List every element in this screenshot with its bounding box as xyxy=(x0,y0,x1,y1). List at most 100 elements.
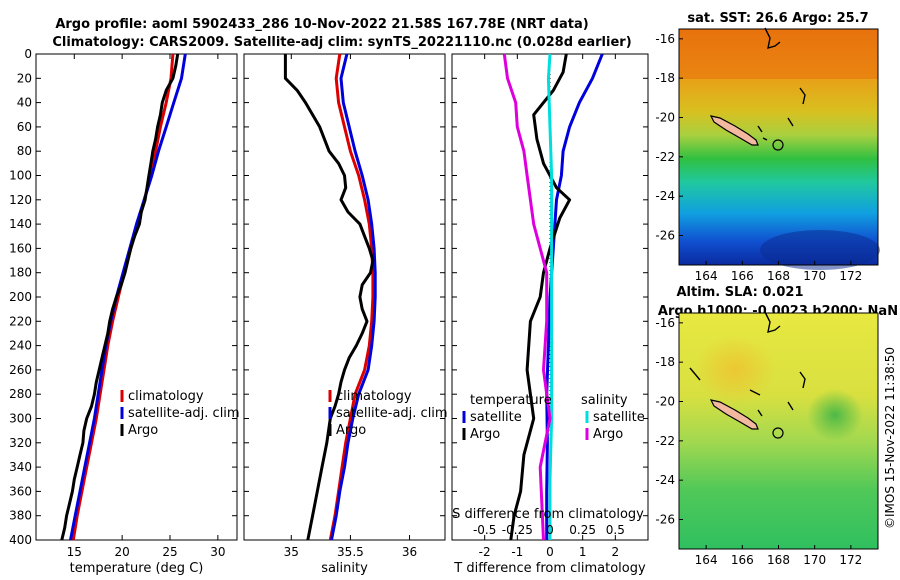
sla-map-yellow-patch xyxy=(695,335,775,405)
temperature-profile-xtick-label: 30 xyxy=(210,545,225,559)
sla-map-xtick-label: 168 xyxy=(767,553,790,567)
salinity-panel: 35 35.5 36 salinity climatology satellite-adj… xyxy=(243,53,448,576)
title-line2: Climatology: CARS2009. Satellite-adj cli… xyxy=(52,35,631,50)
sla-map-new-caledonia xyxy=(709,399,759,430)
sla-map-ytick-label: -20 xyxy=(655,395,675,409)
depth-tick-label: 240 xyxy=(9,339,32,353)
salinity-profile-xtick-label: 35 xyxy=(284,545,299,559)
sst-map-ytick-label: -20 xyxy=(655,111,675,125)
temperature-panel: 15 20 25 30 temperature (deg C) 0 20 40 60 80 100 1… xyxy=(9,47,240,576)
difference-legend-label: Argo xyxy=(470,427,500,442)
difference-profile-xlabel: T difference from climatology xyxy=(453,561,646,576)
depth-tick-label: 40 xyxy=(17,96,32,110)
sla-map-ytick-label: -26 xyxy=(655,513,675,527)
sst-map-xtick-label: 172 xyxy=(839,269,862,283)
salinity-difference-tick-label: -0.5 xyxy=(473,523,496,537)
difference-profile-xtick-label: 0 xyxy=(546,545,554,559)
depth-tick-label: 260 xyxy=(9,363,32,377)
difference-profile-series-temperature-satellite xyxy=(545,53,604,540)
depth-tick-label: 80 xyxy=(17,144,32,158)
temperature-profile-legend-label: satellite-adj. clim xyxy=(128,406,240,421)
sla-map-ytick-label: -22 xyxy=(655,434,675,448)
sst-map-xtick-label: 166 xyxy=(731,269,754,283)
depth-tick-label: 340 xyxy=(9,460,32,474)
sst-map-ytick-label: -24 xyxy=(655,189,675,203)
sst-map-title: sat. SST: 26.6 Argo: 25.7 xyxy=(687,11,868,26)
depth-tick-label: 140 xyxy=(9,217,32,231)
sla-map-title-1: Altim. SLA: 0.021 xyxy=(677,285,804,300)
difference-legend-label: satellite xyxy=(593,410,645,425)
sst-map-new-caledonia xyxy=(709,115,759,146)
sst-map-islands xyxy=(757,27,806,141)
difference-legend-label: Argo xyxy=(593,427,623,442)
sla-map-argo-marker xyxy=(772,427,784,439)
salinity-profile-xtick-label: 35.5 xyxy=(337,545,364,559)
legend-temperature-title: temperature xyxy=(470,393,552,408)
sla-map-green-patch xyxy=(807,389,863,441)
temperature-profile-series-argo xyxy=(60,53,180,541)
sst-map-argo-marker xyxy=(772,139,784,151)
depth-tick-label: 300 xyxy=(9,412,32,426)
sst-map-ytick-label: -16 xyxy=(655,32,675,46)
salinity-difference-tick-label: 0.5 xyxy=(606,523,625,537)
temperature-profile-legend-label: Argo xyxy=(128,423,158,438)
sst-map-xtick-label: 168 xyxy=(767,269,790,283)
sst-map: 164 166 168 170 172 -16 -18 -20 -22 -24 -26 xyxy=(655,27,880,283)
sst-map-ytick-label: -22 xyxy=(655,150,675,164)
sst-map-ytick-label: -18 xyxy=(655,71,675,85)
difference-profile-xtick-label: 1 xyxy=(579,545,587,559)
depth-tick-label: 280 xyxy=(9,387,32,401)
depth-tick-label: 120 xyxy=(9,193,32,207)
difference-profile-xtick-label: -1 xyxy=(511,545,523,559)
sst-map-xtick-label: 170 xyxy=(803,269,826,283)
difference-profile-series-temperature-argo xyxy=(509,53,572,541)
salinity-profile-legend-label: climatology xyxy=(336,389,412,404)
temperature-profile-xtick-label: 20 xyxy=(115,545,130,559)
sst-map-warm-patch xyxy=(679,29,878,79)
difference-profile-xtick-label: -2 xyxy=(479,545,491,559)
sla-map-xtick-label: 172 xyxy=(839,553,862,567)
depth-tick-label: 180 xyxy=(9,266,32,280)
sla-map-ytick-label: -24 xyxy=(655,473,675,487)
sla-map-ytick-label: -16 xyxy=(655,316,675,330)
sst-map-xtick-label: 164 xyxy=(695,269,718,283)
temperature-profile-xlabel: temperature (deg C) xyxy=(70,561,204,576)
title-line1: Argo profile: aoml 5902433_286 10-Nov-20… xyxy=(55,17,588,32)
salinity-profile-legend-label: satellite-adj. clim xyxy=(336,406,448,421)
salinity-profile-series-argo xyxy=(283,54,375,541)
legend-salinity-title: salinity xyxy=(581,393,628,408)
difference-profile-xtick-label: 2 xyxy=(612,545,620,559)
depth-tick-label: 20 xyxy=(17,71,32,85)
depth-tick-label: 320 xyxy=(9,436,32,450)
depth-tick-label: 380 xyxy=(9,509,32,523)
salinity-profile-xlabel: salinity xyxy=(321,561,368,576)
salinity-difference-tick-label: 0 xyxy=(546,523,554,537)
salinity-difference-axis-label: S difference from climatology xyxy=(452,507,644,522)
depth-tick-label: 0 xyxy=(24,47,32,61)
depth-tick-label: 60 xyxy=(17,120,32,134)
salinity-profile-series-climatology xyxy=(328,53,375,541)
depth-tick-label: 160 xyxy=(9,241,32,255)
difference-profile-series-salinity-satellite xyxy=(546,53,554,540)
salinity-profile-series-satellite-adj-clim xyxy=(330,53,377,541)
depth-tick-label: 400 xyxy=(9,533,32,547)
sla-map-ytick-label: -18 xyxy=(655,355,675,369)
difference-legend-label: satellite xyxy=(470,410,522,425)
salinity-profile-xtick-label: 36 xyxy=(402,545,417,559)
temperature-profile-legend-label: climatology xyxy=(128,389,204,404)
imos-timestamp: ©IMOS 15-Nov-2022 11:38:50 xyxy=(883,347,897,529)
sst-map-blue-patch xyxy=(760,230,880,270)
salinity-difference-tick-label: 0.25 xyxy=(569,523,596,537)
sla-map-xtick-label: 164 xyxy=(695,553,718,567)
temperature-profile-xtick-label: 25 xyxy=(162,545,177,559)
sla-map-xtick-label: 166 xyxy=(731,553,754,567)
sla-map: 164 166 168 170 172 -16 -18 -20 -22 -24 -26 xyxy=(655,311,879,567)
temperature-profile-series-climatology xyxy=(71,53,175,541)
depth-tick-label: 360 xyxy=(9,484,32,498)
sla-map-xtick-label: 170 xyxy=(803,553,826,567)
temperature-profile-xtick-label: 15 xyxy=(67,545,82,559)
difference-profile-series-salinity-argo xyxy=(502,53,552,541)
salinity-profile-legend-label: Argo xyxy=(336,423,366,438)
difference-panel: -2 -1 0 1 2 T difference from climatology temp… xyxy=(451,53,649,576)
